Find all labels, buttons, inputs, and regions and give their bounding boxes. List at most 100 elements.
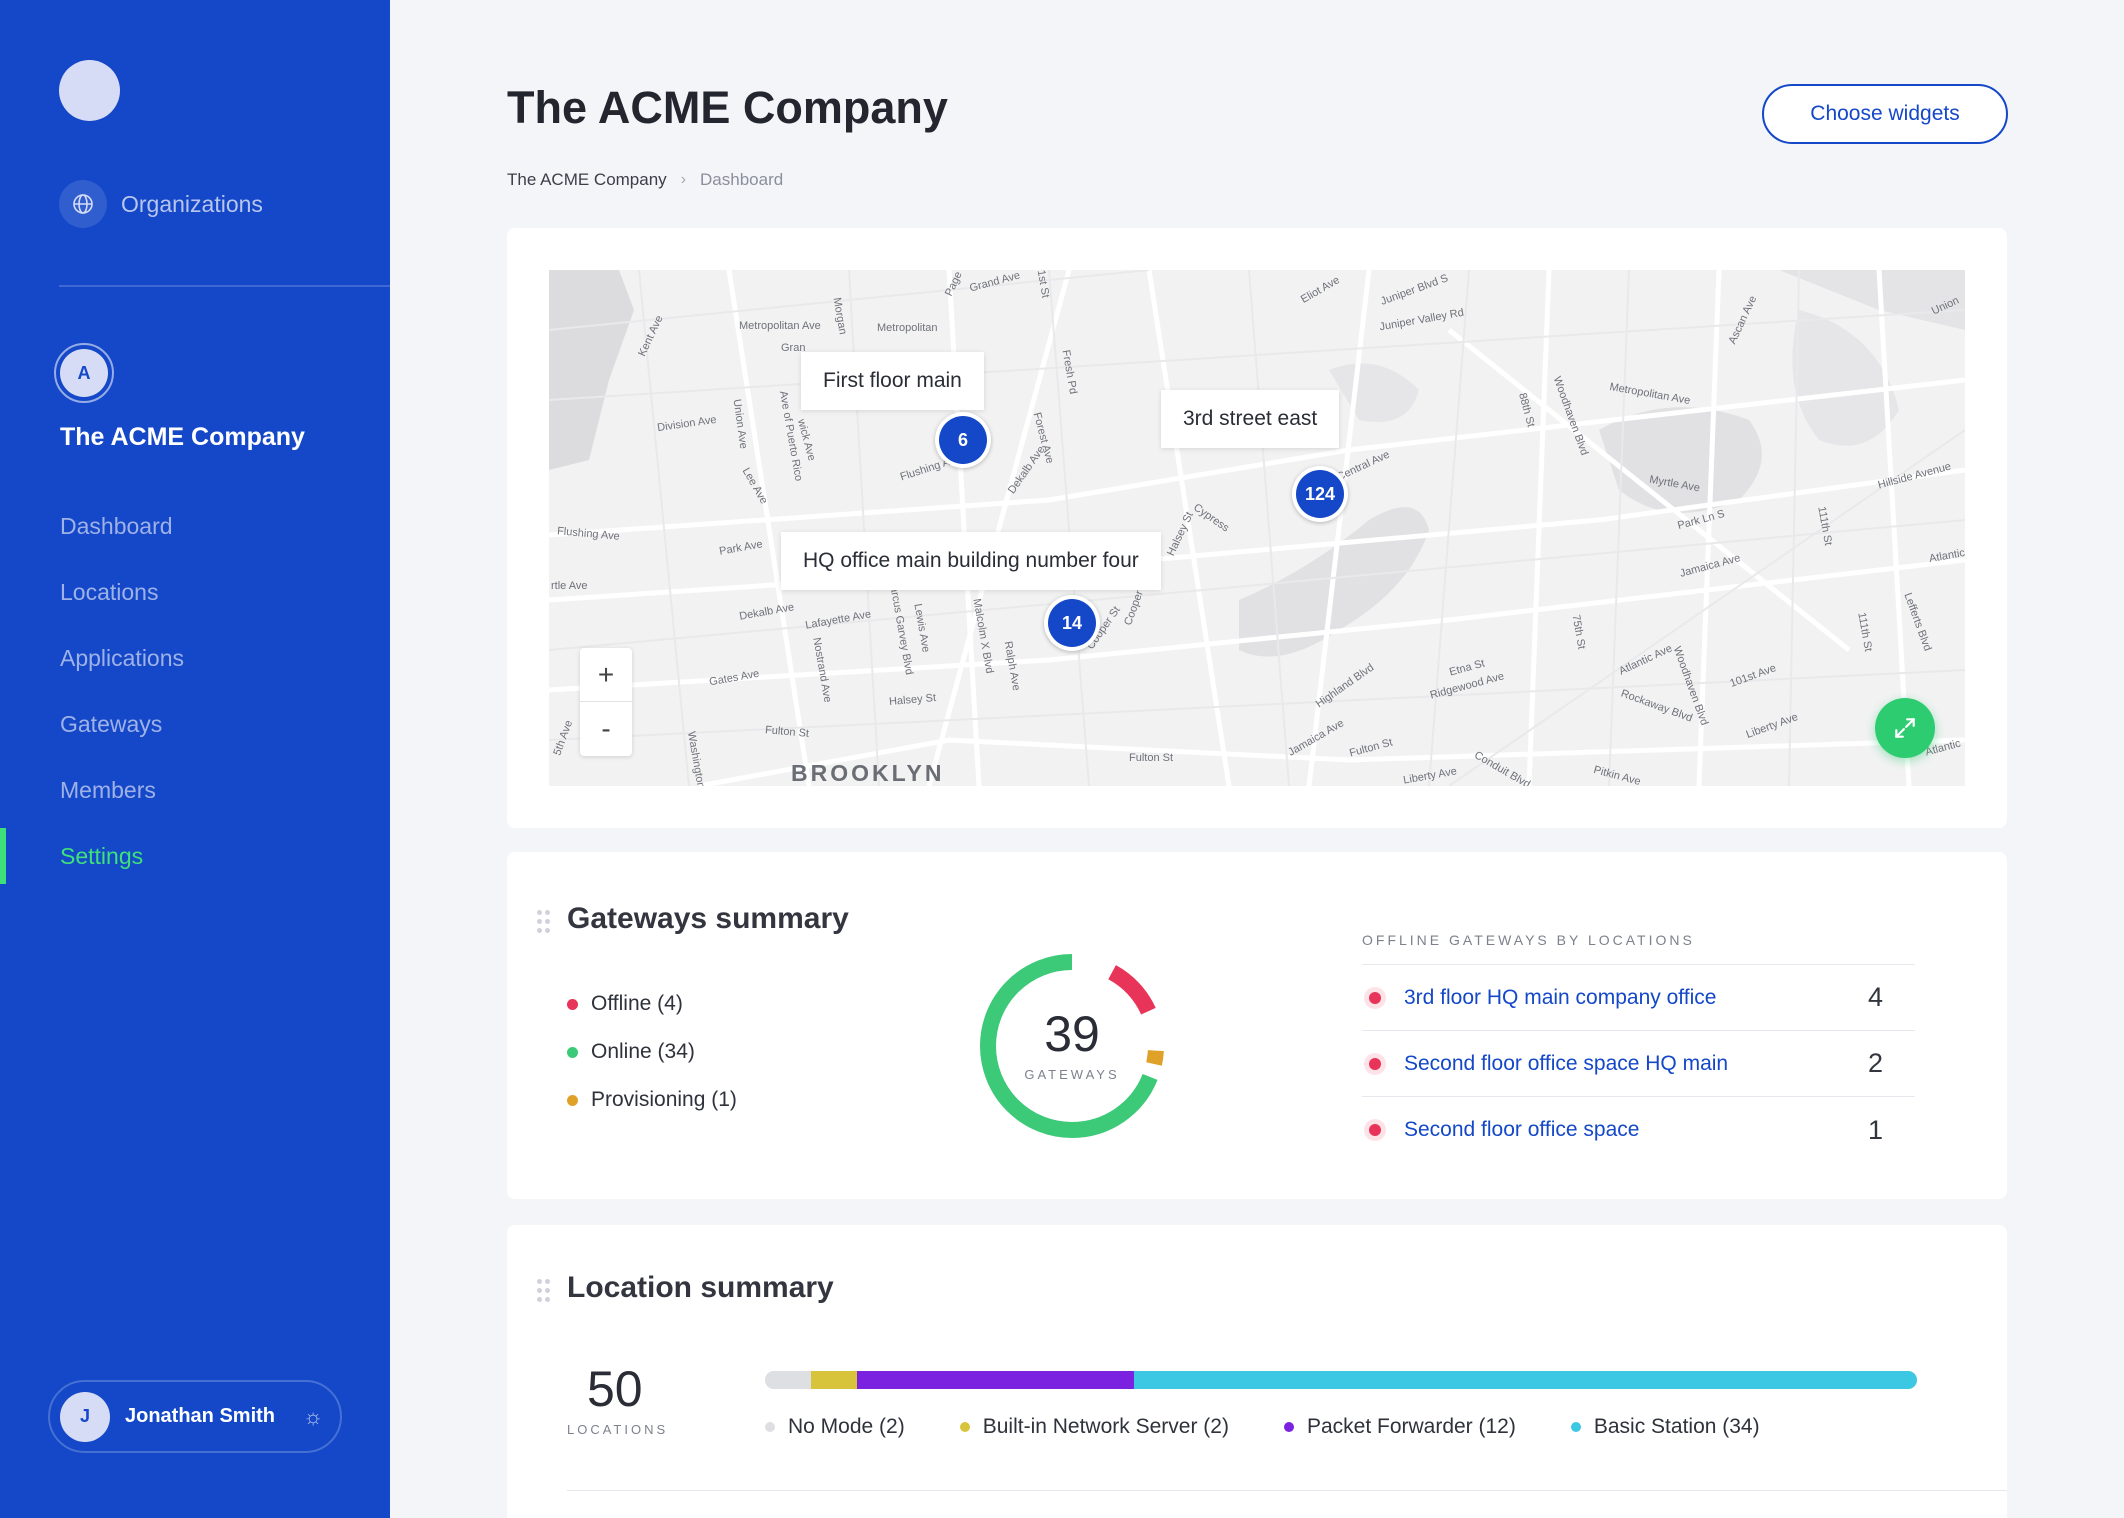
street-label: Metropolitan Ave (739, 320, 821, 332)
gateways-summary-widget: Gateways summary Offline (4) Online (34)… (507, 852, 2007, 1199)
legend-label: Online (34) (591, 1040, 695, 1063)
choose-widgets-button[interactable]: Choose widgets (1762, 84, 2008, 144)
breadcrumb-current: Dashboard (700, 170, 784, 189)
donut-segment (980, 954, 1164, 1138)
legend-label: Offline (4) (591, 992, 683, 1015)
expand-icon[interactable] (1875, 698, 1935, 758)
app-logo[interactable] (59, 60, 120, 121)
drag-handle-icon[interactable] (537, 910, 551, 934)
packet-forwarder-dot (1283, 1422, 1294, 1432)
organizations-label: Organizations (121, 190, 263, 217)
bar-segment (1133, 1371, 1917, 1389)
network-server-dot (959, 1422, 970, 1432)
offline-status-icon (1364, 1052, 1386, 1075)
legend-provisioning: Provisioning (1) (567, 1088, 737, 1112)
offline-location-name[interactable]: 3rd floor HQ main company office (1404, 985, 1717, 1009)
sidebar-item-applications[interactable]: Applications (60, 644, 185, 671)
map-base (549, 270, 1965, 786)
offline-count: 4 (1867, 982, 1883, 1012)
sidebar-item-gateways[interactable]: Gateways (60, 710, 163, 737)
legend-network-server: Built-in Network Server (2) (959, 1415, 1229, 1439)
sidebar: Organizations A The ACME Company Dashboa… (0, 0, 390, 1518)
marker-tooltip: HQ office main building number four (781, 532, 1161, 590)
zoom-in-button[interactable]: + (580, 648, 632, 702)
bar-segment (857, 1371, 1134, 1389)
offline-row[interactable]: Second floor office space HQ main 2 (1362, 1031, 1915, 1097)
sidebar-item-locations[interactable]: Locations (60, 578, 159, 605)
marker-count: 14 (1048, 599, 1096, 647)
offline-count: 2 (1867, 1048, 1883, 1078)
sidebar-item-members[interactable]: Members (60, 776, 156, 803)
sun-icon[interactable]: ☼ (303, 1403, 324, 1429)
sidebar-nav: Dashboard Locations Applications Gateway… (0, 493, 390, 889)
zoom-control: + - (580, 648, 632, 756)
offline-status-icon (1364, 1119, 1386, 1141)
location-summary-title: Location summary (567, 1271, 834, 1304)
offline-dot (567, 998, 578, 1010)
legend-label: Packet Forwarder (12) (1306, 1415, 1516, 1438)
gateways-donut-chart (980, 954, 1164, 1138)
offline-count: 1 (1867, 1114, 1883, 1145)
marker-count: 124 (1296, 470, 1344, 518)
section-divider (567, 1490, 2007, 1491)
org-avatar-initial: A (60, 349, 108, 397)
legend-basic-station: Basic Station (34) (1570, 1415, 1760, 1439)
page-title: The ACME Company (507, 82, 948, 133)
locations-total: 50 (587, 1361, 643, 1417)
street-label: rtle Ave (551, 580, 588, 592)
offline-location-name[interactable]: Second floor office space (1404, 1118, 1640, 1141)
map[interactable]: Kent Ave Metropolitan Ave Gran Morgan Me… (549, 270, 1965, 786)
online-dot (567, 1046, 578, 1058)
legend-label: Basic Station (34) (1593, 1415, 1760, 1438)
basic-station-dot (1570, 1422, 1581, 1432)
drag-handle-icon[interactable] (537, 1279, 551, 1303)
org-name: The ACME Company (60, 423, 305, 451)
legend-no-mode: No Mode (2) (765, 1415, 905, 1439)
no-mode-dot (765, 1422, 775, 1432)
offline-heading: OFFLINE GATEWAYS BY LOCATIONS (1362, 932, 1695, 948)
gateways-summary-title: Gateways summary (567, 902, 849, 935)
org-avatar[interactable]: A (54, 343, 114, 403)
borough-label: BROOKLYN (791, 760, 945, 786)
location-summary-widget: Location summary 50 LOCATIONS No Mode (2… (507, 1225, 2007, 1518)
legend-label: Provisioning (1) (591, 1088, 737, 1111)
bar-segment (765, 1371, 812, 1389)
street-label: Fulton St (1129, 752, 1174, 764)
location-mode-legend: No Mode (2) Built-in Network Server (2) … (765, 1415, 1815, 1439)
map-marker[interactable]: 14 (1044, 595, 1100, 651)
legend-label: Built-in Network Server (2) (982, 1415, 1229, 1438)
map-marker[interactable]: 6 (935, 412, 991, 468)
legend-label: No Mode (2) (788, 1415, 905, 1438)
offline-location-name[interactable]: Second floor office space HQ main (1404, 1051, 1729, 1075)
marker-count: 6 (939, 416, 987, 464)
offline-list: 3rd floor HQ main company office 4 Secon… (1362, 964, 1915, 1163)
sidebar-divider (59, 285, 390, 287)
sidebar-item-dashboard[interactable]: Dashboard (60, 512, 173, 539)
legend-packet-forwarder: Packet Forwarder (12) (1283, 1415, 1516, 1439)
user-menu[interactable]: J Jonathan Smith ☼ (48, 1380, 342, 1453)
organizations-link[interactable]: Organizations (59, 180, 263, 228)
gateways-total-label: GATEWAYS (1024, 1067, 1120, 1082)
legend-offline: Offline (4) (567, 992, 683, 1016)
sidebar-item-settings[interactable]: Settings (0, 823, 390, 889)
breadcrumb: The ACME Company › Dashboard (507, 170, 783, 190)
zoom-out-button[interactable]: - (601, 713, 611, 744)
user-avatar: J (60, 1391, 110, 1442)
offline-row[interactable]: 3rd floor HQ main company office 4 (1362, 965, 1915, 1031)
legend-online: Online (34) (567, 1040, 695, 1064)
chevron-right-icon: › (680, 171, 687, 188)
provisioning-dot (567, 1094, 578, 1106)
map-marker[interactable]: 124 (1292, 466, 1348, 522)
gateways-total: 39 (1044, 1006, 1100, 1062)
offline-row[interactable]: Second floor office space 1 (1362, 1097, 1915, 1163)
street-label: Gran (781, 342, 806, 354)
locations-total-label: LOCATIONS (567, 1422, 669, 1437)
breadcrumb-org[interactable]: The ACME Company (507, 170, 667, 189)
globe-icon (59, 180, 107, 228)
user-name: Jonathan Smith (125, 1405, 276, 1427)
offline-status-icon (1364, 986, 1386, 1009)
bar-segment (811, 1371, 858, 1389)
map-widget: Kent Ave Metropolitan Ave Gran Morgan Me… (507, 228, 2007, 828)
marker-tooltip: First floor main (801, 352, 984, 410)
location-mode-bar (765, 1371, 1917, 1389)
